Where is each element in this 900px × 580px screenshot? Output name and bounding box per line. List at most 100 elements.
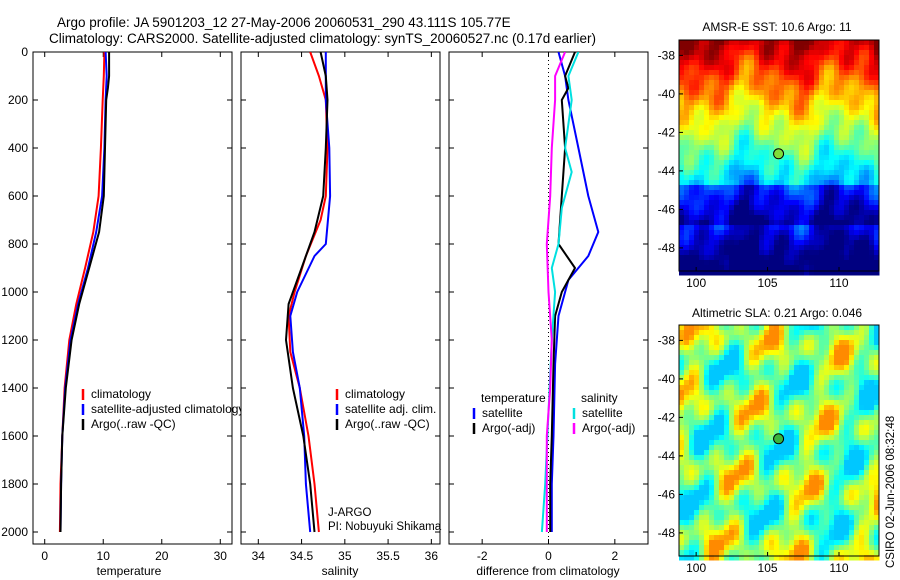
heatmap-cell [744,70,750,76]
heatmap-cell [764,255,770,261]
heatmap-cell [809,230,815,236]
heatmap-cell [809,80,815,86]
heatmap-cell [729,205,735,211]
heatmap-cell [869,330,875,336]
heatmap-cell [844,110,850,116]
heatmap-cell [784,75,790,81]
heatmap-cell [679,205,685,211]
heatmap-cell [729,105,735,111]
heatmap-cell [709,260,715,266]
heatmap-cell [719,370,725,376]
heatmap-cell [834,555,840,561]
heatmap-cell [724,360,730,366]
heatmap-cell [689,515,695,521]
heatmap-cell [794,255,800,261]
heatmap-cell [739,160,745,166]
heatmap-cell [684,230,690,236]
heatmap-cell [769,515,775,521]
heatmap-cell [764,65,770,71]
heatmap-cell [739,240,745,246]
heatmap-cell [679,425,685,431]
heatmap-cell [864,405,870,411]
heatmap-cell [739,235,745,241]
heatmap-cell [764,260,770,266]
heatmap-cell [714,105,720,111]
heatmap-cell [779,270,785,276]
heatmap-cell [829,55,835,61]
heatmap-cell [679,410,685,416]
heatmap-cell [694,255,700,261]
heatmap-cell [819,270,825,276]
heatmap-cell [759,440,765,446]
heatmap-cell [824,410,830,416]
heatmap-cell [829,370,835,376]
heatmap-cell [839,485,845,491]
heatmap-cell [849,375,855,381]
heatmap-cell [854,530,860,536]
heatmap-cell [809,260,815,266]
heatmap-cell [709,215,715,221]
heatmap-cell [694,115,700,121]
heatmap-cell [814,105,820,111]
heatmap-cell [744,430,750,436]
heatmap-cell [779,170,785,176]
heatmap-cell [709,525,715,531]
heatmap-cell [869,270,875,276]
heatmap-cell [719,50,725,56]
heatmap-cell [814,520,820,526]
heatmap-cell [709,135,715,141]
heatmap-cell [844,120,850,126]
heatmap-cell [739,365,745,371]
heatmap-cell [689,240,695,246]
heatmap-cell [869,110,875,116]
heatmap-cell [769,415,775,421]
heatmap-cell [864,455,870,461]
heatmap-cell [689,70,695,76]
heatmap-cell [769,450,775,456]
heatmap-cell [774,490,780,496]
heatmap-cell [694,380,700,386]
heatmap-cell [769,390,775,396]
heatmap-cell [844,175,850,181]
heatmap-cell [854,555,860,561]
heatmap-cell [854,70,860,76]
heatmap-cell [784,200,790,206]
heatmap-cell [739,435,745,441]
heatmap-cell [819,55,825,61]
heatmap-cell [714,140,720,146]
heatmap-cell [704,545,710,551]
heatmap-cell [784,460,790,466]
heatmap-cell [724,395,730,401]
heatmap-cell [774,365,780,371]
heatmap-cell [829,195,835,201]
heatmap-cell [734,125,740,131]
heatmap-cell [694,265,700,271]
heatmap-cell [804,390,810,396]
heatmap-cell [679,445,685,451]
heatmap-cell [849,45,855,51]
heatmap-cell [849,465,855,471]
heatmap-cell [769,145,775,151]
heatmap-cell [824,215,830,221]
heatmap-cell [729,425,735,431]
heatmap-cell [819,225,825,231]
heatmap-cell [834,240,840,246]
heatmap-cell [704,380,710,386]
heatmap-cell [759,395,765,401]
heatmap-cell [739,170,745,176]
heatmap-cell [769,550,775,556]
heatmap-cell [804,40,810,46]
heatmap-cell [714,490,720,496]
heatmap-cell [729,100,735,106]
heatmap-cell [759,70,765,76]
heatmap-cell [689,520,695,526]
heatmap-cell [759,145,765,151]
heatmap-cell [804,535,810,541]
heatmap-cell [709,85,715,91]
heatmap-cell [849,455,855,461]
heatmap-cell [834,350,840,356]
heatmap-cell [804,85,810,91]
heatmap-cell [789,115,795,121]
heatmap-cell [684,440,690,446]
heatmap-cell [734,455,740,461]
